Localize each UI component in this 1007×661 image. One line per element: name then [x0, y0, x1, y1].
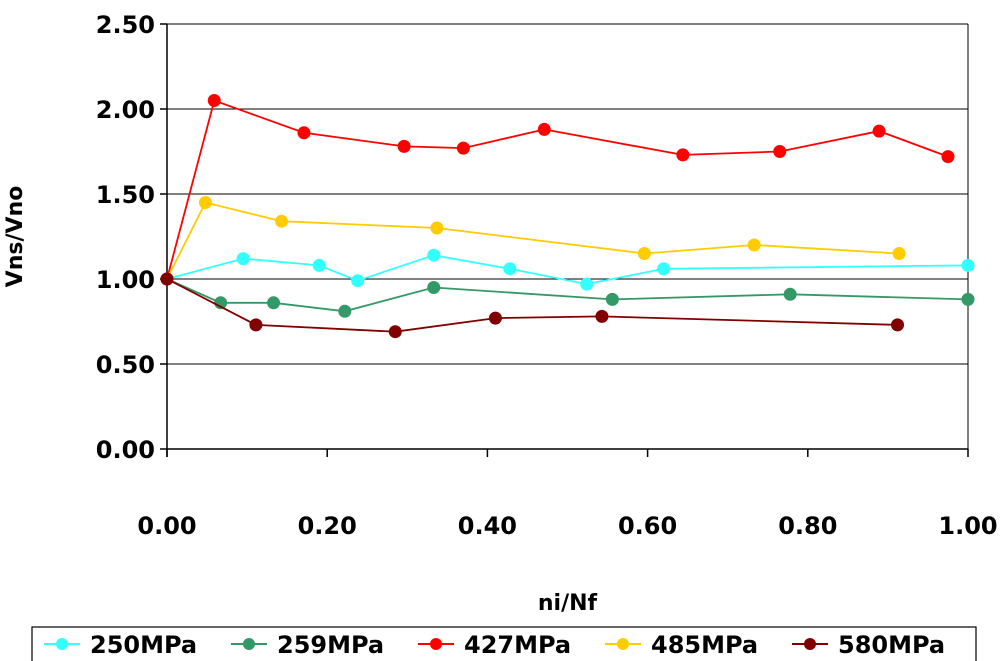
y-tick-label: 2.00: [96, 96, 155, 124]
data-point: [267, 296, 281, 310]
data-point: [783, 287, 797, 301]
legend-item: 427MPa: [418, 631, 571, 659]
data-point: [605, 292, 619, 306]
data-point: [351, 274, 365, 288]
legend-item: 580MPa: [792, 631, 945, 659]
data-point: [872, 124, 886, 138]
legend-swatch-marker: [617, 638, 629, 650]
y-tick-label: 2.50: [96, 11, 155, 39]
series-485MPa: [160, 196, 906, 286]
legend-swatch-marker: [56, 638, 68, 650]
series-427MPa: [160, 94, 955, 286]
legend-label: 580MPa: [838, 631, 945, 659]
data-point: [595, 309, 609, 323]
data-point: [249, 318, 263, 332]
data-point: [207, 94, 221, 107]
data-point: [537, 122, 551, 136]
legend-swatch-marker: [430, 638, 442, 650]
series-line: [166, 278, 898, 333]
legend-label: 485MPa: [651, 631, 758, 659]
gridlines: [167, 23, 968, 365]
legend-items: 250MPa 259MPa 427MPa 485MPa 580MPa: [44, 631, 945, 659]
series-580MPa: [160, 272, 905, 339]
legend-label: 259MPa: [277, 631, 384, 659]
data-point: [338, 304, 352, 318]
data-point: [657, 262, 671, 276]
y-axis-title: Vns/Vno: [3, 186, 28, 288]
legend-item: 485MPa: [605, 631, 758, 659]
data-point: [580, 277, 594, 291]
data-point: [773, 145, 787, 158]
series-250MPa: [160, 248, 975, 291]
series-line: [166, 278, 969, 313]
data-point: [503, 262, 517, 276]
x-axis-ticks: 0.00 0.20 0.40 0.60 0.80 1.00: [137, 449, 998, 540]
data-point: [275, 214, 289, 228]
series-line: [166, 99, 949, 280]
legend-label: 250MPa: [90, 631, 197, 659]
data-point: [297, 126, 311, 140]
data-point: [891, 318, 905, 332]
legend-label: 427MPa: [464, 631, 571, 659]
y-axis-ticks: 0.00 0.50 1.00 1.50 2.00 2.50: [96, 11, 167, 464]
data-point: [747, 238, 761, 252]
data-point: [456, 141, 470, 155]
data-point: [676, 148, 690, 162]
series-line: [166, 254, 969, 286]
legend-swatch-marker: [243, 638, 255, 650]
data-point: [397, 139, 411, 153]
y-tick-label: 1.00: [96, 266, 155, 294]
x-tick-label: 0.20: [298, 512, 357, 540]
data-point: [892, 247, 906, 260]
data-point: [488, 311, 502, 325]
data-point: [941, 150, 955, 164]
x-tick-label: 0.80: [778, 512, 837, 540]
data-point: [637, 247, 651, 260]
data-point: [236, 252, 250, 266]
plot-area: 0.00 0.50 1.00 1.50 2.00 2.50 0.00 0.20 0.40 0.6…: [96, 11, 998, 540]
data-point: [427, 281, 441, 294]
legend: 250MPa 259MPa 427MPa 485MPa 580MPa: [31, 626, 977, 661]
legend-item: 259MPa: [231, 631, 384, 659]
legend-item: 250MPa: [44, 631, 197, 659]
x-axis-title: ni/Nf: [538, 591, 598, 616]
x-tick-label: 0.60: [618, 512, 677, 540]
data-point: [198, 196, 212, 209]
x-tick-label: 0.40: [458, 512, 517, 540]
legend-swatch-marker: [804, 638, 816, 650]
data-point: [961, 292, 975, 306]
data-point: [430, 221, 444, 235]
data-point: [312, 258, 326, 272]
series-layer: [160, 94, 975, 339]
x-tick-label: 1.00: [938, 512, 997, 540]
data-point: [388, 325, 402, 339]
data-point: [427, 248, 441, 262]
y-tick-label: 0.50: [96, 351, 155, 379]
x-tick-label: 0.00: [137, 512, 196, 540]
data-point: [961, 258, 975, 272]
y-tick-label: 1.50: [96, 181, 155, 209]
y-tick-label: 0.00: [96, 436, 155, 464]
data-point: [160, 272, 174, 286]
